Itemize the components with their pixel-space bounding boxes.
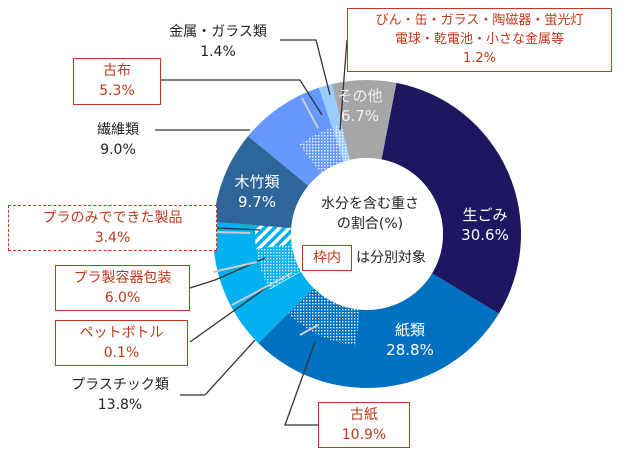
inner-leaders <box>212 97 319 336</box>
label-metal: 金属・ガラス類 1.4% <box>169 24 267 60</box>
label-paper: 紙類 28.8% <box>386 321 434 359</box>
sub-slice-5-0 <box>333 124 350 162</box>
label-namagomi: 生ごみ 30.6% <box>461 206 509 244</box>
leader-plastic <box>180 339 256 396</box>
label-puranomi: プラのみでできた製品 3.4% <box>8 205 217 251</box>
sub-slice-2-2 <box>255 225 292 250</box>
leader-koshi <box>284 341 318 426</box>
leader-yoki <box>189 257 266 289</box>
sub-slice-2-1 <box>256 244 301 289</box>
slice-3 <box>213 136 309 229</box>
legend-box: 枠内 <box>302 245 352 271</box>
sub-slice-2-0 <box>269 270 301 290</box>
label-pet: ペットボトル 0.1% <box>55 320 188 366</box>
label-sonota: その他 6.7% <box>337 87 383 125</box>
leader-puranomi <box>216 227 261 231</box>
label-yoki: プラ製容器包装 6.0% <box>55 265 190 311</box>
center-text: 水分を含む重さ の割合(%) <box>321 196 419 232</box>
legend-text: は分別対象 <box>356 250 426 266</box>
slice-6 <box>332 80 397 160</box>
label-fiber: 繊維類 9.0% <box>97 122 139 158</box>
leader-lines <box>155 39 348 426</box>
sub-slice-1-0 <box>288 287 360 346</box>
leader-metal <box>280 39 331 96</box>
label-bin: びん・缶・ガラス・陶磁器・蛍光灯 電球・乾電池・小さな金属等 1.2% <box>347 8 612 72</box>
leader-pet <box>189 284 271 343</box>
label-wood: 木竹類 9.7% <box>234 173 280 211</box>
donut-hole <box>291 158 443 310</box>
sub-slice-4-0 <box>299 127 344 174</box>
slice-0 <box>381 82 522 314</box>
label-plastic: プラスチック類 13.8% <box>71 377 169 413</box>
leader-bin <box>339 39 348 131</box>
label-kofu: 古布 5.3% <box>73 58 161 105</box>
label-koshi: 古紙 10.9% <box>318 402 410 448</box>
leader-kofu <box>161 79 323 116</box>
